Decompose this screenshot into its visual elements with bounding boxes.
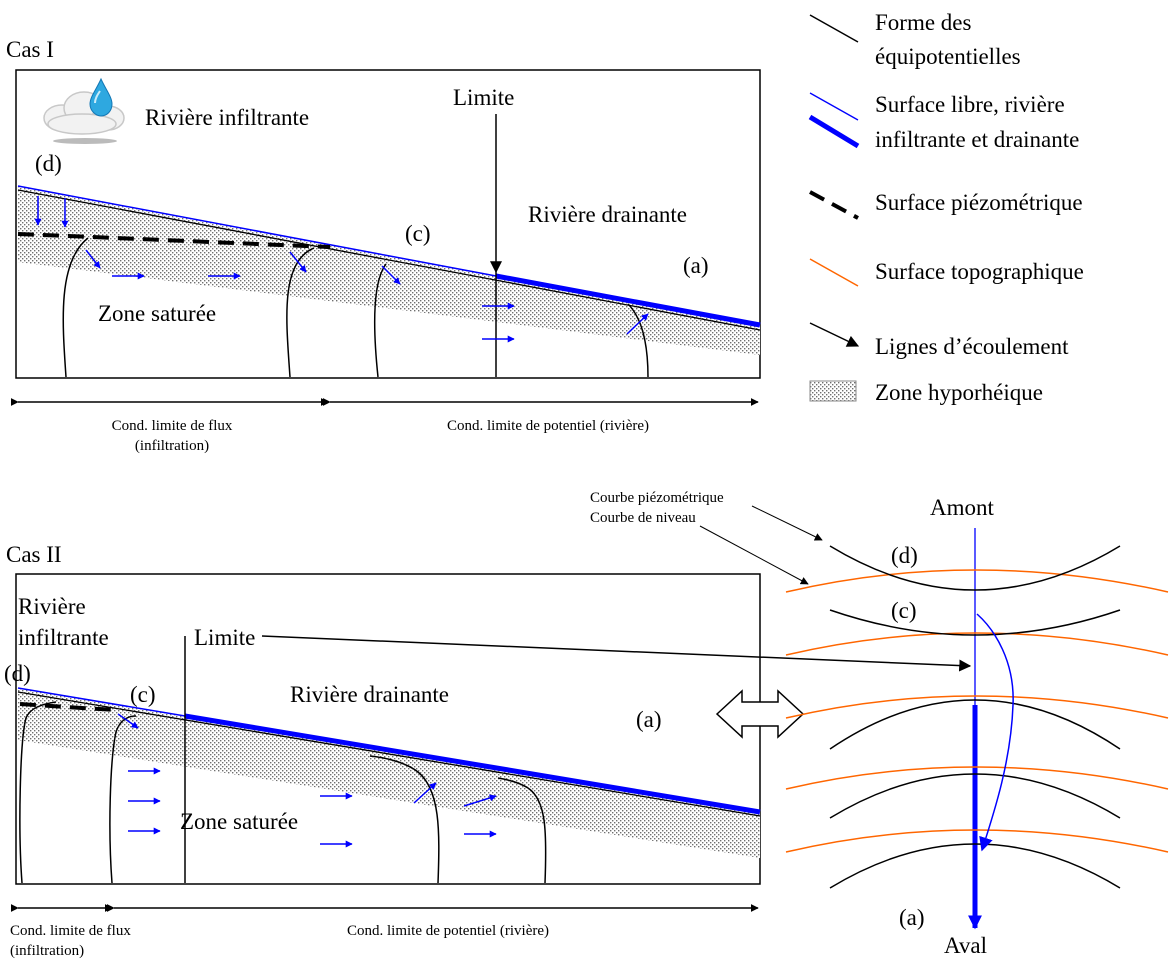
case-2-draining-label: Rivière drainante xyxy=(290,682,449,707)
case-1-topographic-line xyxy=(17,189,761,331)
case-2-topographic-line xyxy=(17,691,761,817)
case-1-flow-arrows xyxy=(34,196,649,343)
case-2-draining-river xyxy=(184,713,761,815)
case-1-draining-river xyxy=(495,273,761,328)
plan-flow-line xyxy=(976,613,1014,852)
case-2-hyporheic-zone xyxy=(18,688,760,858)
case-1-infiltrating-label: Rivière infiltrante xyxy=(145,105,309,130)
flow-arrow xyxy=(117,713,139,729)
case-1-title: Cas I xyxy=(6,37,54,62)
case-2-equipotential-3 xyxy=(369,755,440,884)
legend-flow-lines-swatch xyxy=(809,322,860,347)
rain-cloud-icon xyxy=(43,77,125,144)
flow-arrow xyxy=(289,251,307,273)
plan-marker-a: (a) xyxy=(899,905,925,930)
case-1-free-surface xyxy=(17,185,497,277)
case-2-free-surface xyxy=(17,687,186,717)
case-2-limit-pointer xyxy=(261,635,972,672)
case-1-marker-c: (c) xyxy=(405,221,431,246)
case-2-marker-a: (a) xyxy=(636,707,662,732)
case-1-equipotential-2 xyxy=(286,247,315,378)
case-1-hyporheic-zone xyxy=(18,186,760,355)
plan-contour-lines xyxy=(785,569,1169,853)
case-1-equipotential-3 xyxy=(373,263,387,378)
legend-free-surface-swatch xyxy=(809,92,859,121)
case-2-equipotential-2 xyxy=(109,715,137,884)
case-1-marker-d: (d) xyxy=(35,151,62,176)
flow-arrow xyxy=(626,313,649,335)
case-1-marker-a: (a) xyxy=(683,253,709,278)
case-1-draining-label: Rivière drainante xyxy=(528,202,687,227)
legend-free-surface-label-2: infiltrante et drainante xyxy=(875,127,1079,152)
legend-free-surface-label: Surface libre, rivière xyxy=(875,92,1065,117)
case-2-panel: Cas II Rivière infiltrante Limite xyxy=(4,542,972,959)
legend-topographic-swatch xyxy=(809,258,859,287)
case-2-piezometric-surface xyxy=(19,702,119,712)
flow-arrow xyxy=(85,249,101,269)
case-2-title: Cas II xyxy=(6,542,62,567)
plan-piezometric-pointer xyxy=(751,505,823,541)
case-2-saturated-label: Zone saturée xyxy=(180,809,298,834)
case-2-equipotential-4 xyxy=(497,777,547,884)
plan-piezometric-curve-label: Courbe piézométrique xyxy=(590,490,724,506)
plan-contour-pointer xyxy=(699,525,809,585)
case-2-limit-label: Limite xyxy=(194,625,255,650)
legend-flow-lines-label: Lignes d’écoulement xyxy=(875,334,1069,359)
plan-contour-line-label: Courbe de niveau xyxy=(590,510,696,526)
legend-topographic-label: Surface topographique xyxy=(875,259,1084,284)
case-1-flux-condition-sub: (infiltration) xyxy=(135,438,209,454)
legend-equipotential-label-2: équipotentielles xyxy=(875,44,1021,69)
flow-arrow xyxy=(413,782,437,804)
case-2-marker-d: (d) xyxy=(4,661,31,686)
case-1-panel: Cas I xyxy=(6,37,761,454)
case-2-marker-c: (c) xyxy=(130,682,156,707)
case-2-flux-condition-sub: (infiltration) xyxy=(10,943,84,959)
case-2-flux-condition-label: Cond. limite de flux xyxy=(10,923,131,939)
legend-hyporheic-label: Zone hyporhéique xyxy=(875,380,1043,405)
case-1-flux-condition-label: Cond. limite de flux xyxy=(112,418,233,434)
plan-downstream-label: Aval xyxy=(944,933,987,958)
case-2-infiltrating-label-2: infiltrante xyxy=(18,625,109,650)
case-2-potential-condition-label: Cond. limite de potentiel (rivière) xyxy=(347,923,549,939)
legend-piezometric-label: Surface piézométrique xyxy=(875,190,1083,215)
flow-arrow xyxy=(381,265,401,285)
case-2-equipotential-1 xyxy=(19,701,57,884)
case-1-piezometric-surface xyxy=(17,232,331,249)
plan-upstream-label: Amont xyxy=(930,495,995,520)
legend-hyporheic-swatch xyxy=(809,380,857,402)
legend-river-swatch xyxy=(808,114,860,149)
flow-arrow xyxy=(463,794,497,807)
case-1-frame xyxy=(15,69,761,379)
case-1-saturated-label: Zone saturée xyxy=(98,301,216,326)
case-1-limit-label: Limite xyxy=(453,85,514,110)
legend-piezometric-swatch xyxy=(809,190,859,220)
case-2-infiltrating-label: Rivière xyxy=(18,594,86,619)
legend: Forme des équipotentielles Surface libre… xyxy=(808,10,1084,405)
plan-view: Amont Aval Courbe piézométrique Courbe d… xyxy=(590,490,1169,958)
case-2-frame xyxy=(15,573,761,885)
case-1-equipotential-4 xyxy=(627,303,649,378)
legend-equipotential-swatch xyxy=(809,14,859,43)
plan-marker-c: (c) xyxy=(891,598,917,623)
plan-marker-d: (d) xyxy=(891,543,918,568)
plan-piezometric-curves xyxy=(829,545,1121,889)
case-1-equipotential-1 xyxy=(62,237,89,378)
case-2-flow-arrows xyxy=(117,713,497,848)
case-1-potential-condition-label: Cond. limite de potentiel (rivière) xyxy=(447,418,649,434)
legend-equipotential-label: Forme des xyxy=(875,10,972,35)
